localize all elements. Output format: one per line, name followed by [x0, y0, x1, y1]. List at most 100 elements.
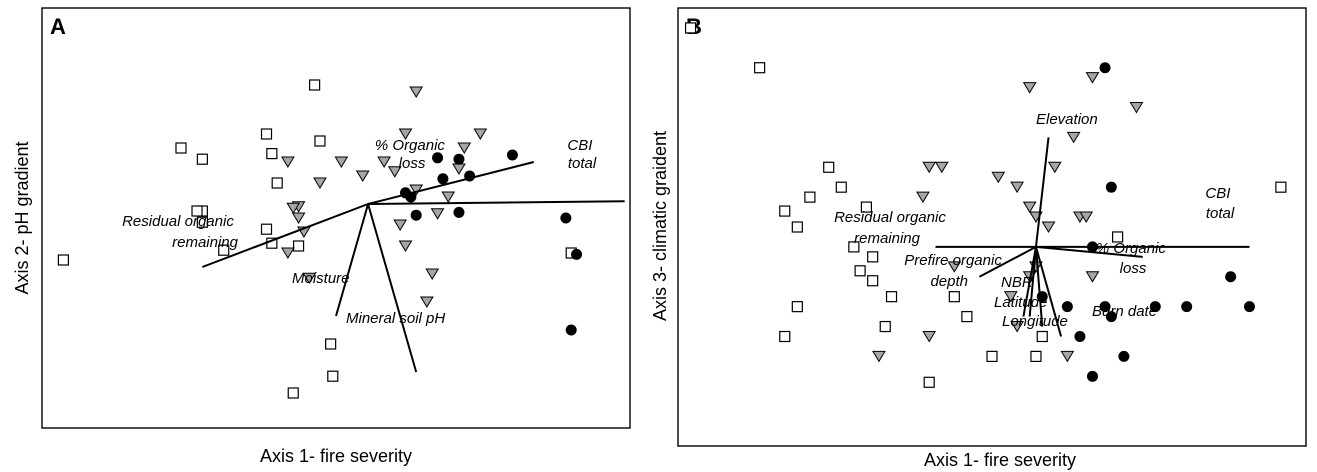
panel-b-square-point-17 [1030, 350, 1042, 363]
panel-b-square-point-8 [867, 251, 879, 263]
panel-a-vector-4 [367, 203, 418, 373]
panel-a-circle-point-10 [571, 248, 583, 260]
panel-a-square-point-17 [287, 387, 299, 399]
panel-b-vector-5 [1022, 246, 1037, 317]
panel-b-vector-3 [978, 246, 1037, 278]
panel-b-triangle-point-20 [1085, 271, 1100, 283]
panel-b-circle-point-5 [1074, 331, 1086, 342]
panel-a-triangle-point-7 [387, 166, 402, 178]
panel-a-square-point-5 [191, 205, 203, 217]
panel-a-triangle-point-0 [281, 156, 295, 168]
panel-b-triangle-point-22 [922, 331, 937, 343]
panel-b-vector-8 [1034, 246, 1063, 337]
panel-b-square-point-7 [848, 241, 860, 253]
vector-label-cbi-total: CBI total [1205, 185, 1234, 222]
panel-b-triangle-point-0 [922, 161, 937, 174]
vector-label-organic-loss: % Organic loss [375, 137, 449, 172]
vector-label-moisture: Moisture [292, 270, 350, 287]
panel-a-square-point-16 [325, 338, 337, 350]
panel-b-triangle-point-12 [1041, 221, 1056, 233]
panel-b-triangle-point-11 [1022, 201, 1037, 214]
panel-a-y-axis-label: Axis 2- pH gradient [12, 141, 32, 294]
panel-a-triangle-point-9 [409, 86, 424, 98]
panel-b-square-point-22 [1111, 231, 1124, 243]
vector-label-residual-organic: Residual organic remaining [122, 213, 239, 251]
panel-a-letter: A [50, 14, 66, 39]
panel-b-frame [677, 7, 1307, 447]
panel-b-vector-6 [1028, 246, 1037, 317]
panel-a-square-point-9 [271, 177, 283, 189]
panel-a-circle-point-2 [437, 173, 449, 185]
panel-a-vector-labels: % Organic loss CBI total Residual organi… [122, 137, 597, 327]
vector-label-organic-loss: % Organic loss [1096, 240, 1170, 277]
panel-b-square-point-14 [948, 291, 960, 303]
panel-b-circle-point-11 [1225, 271, 1237, 283]
panel-b-triangle-point-15 [1003, 291, 1018, 303]
panel-a-triangle-point-20 [281, 247, 295, 259]
vector-label-residual-organic: Residual organic remaining [834, 209, 950, 247]
panel-a-triangle-point-4 [334, 156, 349, 168]
panel-b-vector-4 [1035, 245, 1143, 258]
panel-b-square-point-16 [986, 350, 998, 363]
panel-b-triangle-point-1 [934, 161, 949, 174]
panel-a-circle-point-5 [453, 206, 465, 218]
panel-b-square-point-6 [860, 201, 873, 213]
panel-a-triangle-point-1 [313, 177, 327, 189]
panel-b-square-point-20 [823, 161, 835, 173]
panel-b-triangle-point-16 [947, 261, 962, 273]
panel-a-frame [41, 7, 631, 429]
panel-a-triangle-point-22 [291, 212, 306, 224]
panel-b-triangle-point-5 [1047, 161, 1062, 174]
vector-label-cbi-total: CBI total [567, 137, 596, 172]
panel-a-square-point-2 [196, 153, 208, 165]
panel-a-square-point-7 [260, 128, 273, 140]
panel-b: B Axis 1- fire severity Axis 3- climatic… [650, 7, 1307, 470]
panel-a-vectors [202, 161, 625, 373]
panel-b-triangle-point-13 [1079, 211, 1094, 224]
panel-a-circle-point-4 [410, 209, 422, 221]
panel-b-triangle-point-8 [1066, 131, 1081, 144]
panel-b-square-point-4 [791, 221, 803, 233]
panel-a-triangle-point-17 [409, 184, 424, 196]
panel-b-vectors [935, 137, 1250, 337]
panel-a-vector-1 [367, 161, 535, 205]
panel-b-circle-point-12 [1243, 301, 1255, 313]
panel-a-triangle-point-8 [398, 128, 413, 140]
panel-a-square-point-6 [218, 244, 230, 256]
panel-b-vector-7 [1034, 246, 1044, 327]
panel-b-circle-point-1 [1105, 181, 1117, 193]
panel-a-triangle-point-13 [452, 163, 466, 175]
panel-b-square-point-11 [885, 291, 898, 303]
vector-label-burn-date: Burn date [1092, 303, 1157, 320]
panel-b-circle-point-13 [1086, 370, 1098, 382]
panel-b-square-point-12 [879, 320, 891, 333]
panel-a-triangle-point-6 [377, 156, 391, 168]
panel-a-triangle-point-21 [286, 202, 301, 215]
panel-a-triangle-point-3 [302, 272, 317, 285]
panel-b-square-point-13 [923, 376, 935, 388]
panel-a-vector-2 [202, 203, 369, 268]
panel-a-points [57, 79, 583, 399]
panel-a-triangle-point-18 [398, 240, 413, 252]
panel-a-x-axis-label: Axis 1- fire severity [260, 446, 412, 466]
panel-a-square-point-0 [57, 254, 69, 266]
vector-label-nbr: NBR [1001, 274, 1033, 291]
panel-b-vector-0 [1034, 137, 1050, 248]
panel-a-square-point-14 [309, 79, 321, 91]
panel-a-triangle-point-11 [430, 208, 445, 220]
panel-a-triangle-point-12 [441, 191, 456, 203]
panel-b-circle-point-4 [1061, 301, 1073, 313]
panel-a-triangle-point-10 [473, 128, 488, 140]
panel-b-square-point-5 [835, 181, 847, 193]
panel-b-triangle-point-10 [1129, 102, 1144, 114]
panel-b-triangle-point-4 [1085, 72, 1100, 84]
vector-label-latitude: Latitude [994, 294, 1047, 311]
panel-b-circle-point-8 [1118, 350, 1130, 362]
panel-b-y-axis-label: Axis 3- climatic graident [650, 131, 670, 321]
panel-a-circle-point-6 [453, 153, 465, 165]
panel-b-square-point-23 [1275, 181, 1287, 193]
panel-a-square-point-15 [327, 370, 339, 382]
panel-b-triangle-point-23 [872, 350, 886, 363]
panel-a-circle-point-11 [565, 324, 577, 336]
